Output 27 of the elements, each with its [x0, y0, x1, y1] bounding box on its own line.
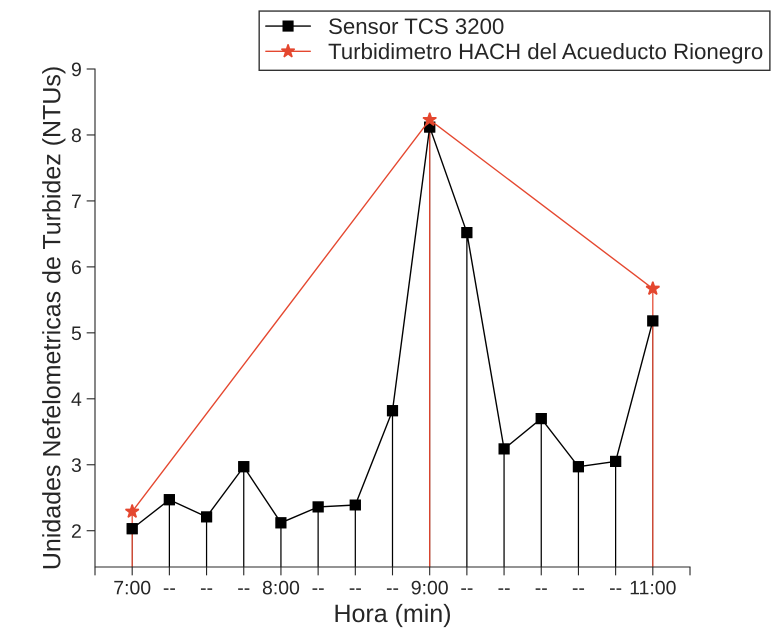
- x-tick-label: 7:00: [114, 580, 150, 594]
- y-tick-label: 5: [72, 326, 81, 340]
- y-tick-label: 4: [71, 392, 82, 406]
- x-tick-label: --: [238, 588, 250, 590]
- y-tick-label: 2: [72, 524, 81, 538]
- x-tick-label: --: [610, 588, 622, 590]
- x-tick-label: --: [386, 588, 398, 590]
- y-tick-label: 3: [72, 458, 81, 472]
- legend-label: Turbidimetro HACH del Acueducto Rionegro: [328, 42, 762, 64]
- x-tick-label: --: [350, 588, 361, 590]
- x-tick-label: --: [200, 588, 212, 590]
- y-axis-title: Unidades Nefelometricas de Turbidez (NTUs): [42, 67, 66, 568]
- x-tick-label: --: [461, 588, 472, 590]
- x-tick-label: --: [312, 588, 324, 590]
- legend-label: Sensor TCS 3200: [329, 18, 504, 34]
- x-tick-label: --: [572, 588, 584, 590]
- y-tick-label: 8: [72, 128, 81, 142]
- x-tick-label: --: [536, 588, 547, 590]
- y-tick-label: 6: [72, 260, 81, 274]
- y-tick-label: 7: [72, 194, 81, 208]
- x-tick-label: --: [164, 588, 175, 590]
- x-tick-label: --: [498, 588, 510, 590]
- x-axis-title: Hora (min): [336, 604, 450, 628]
- x-tick-label: 9:00: [412, 580, 448, 594]
- y-tick-label: 9: [72, 62, 81, 76]
- x-tick-label: 8:00: [262, 580, 300, 594]
- x-tick-label: 11:00: [630, 580, 676, 594]
